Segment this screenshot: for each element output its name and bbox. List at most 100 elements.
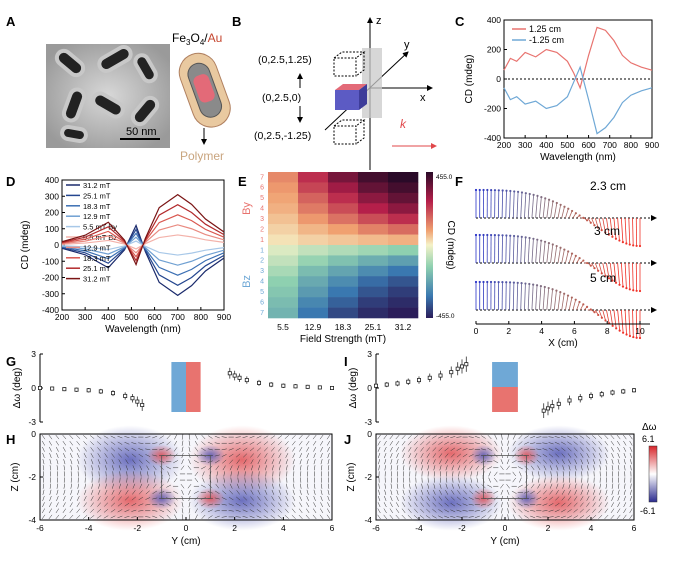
field-arrow	[432, 515, 437, 519]
field-arrow	[327, 446, 330, 452]
field-arrow	[468, 448, 474, 451]
field-arrow	[271, 453, 275, 458]
field-arrow	[574, 465, 577, 471]
field-arrow	[474, 442, 480, 444]
field-arrow	[90, 453, 94, 458]
heatmap-cell	[268, 203, 299, 215]
field-arrow	[543, 465, 547, 471]
heatmap-cell	[298, 255, 329, 267]
field-arrow	[444, 453, 449, 458]
inset-blue	[171, 362, 186, 412]
cilium-tip	[501, 234, 504, 237]
y-tick-label: -400	[484, 133, 501, 143]
field-arrow	[560, 515, 566, 519]
field-arrow	[549, 459, 553, 464]
field-arrow	[474, 454, 480, 457]
y-tick-label: 100	[45, 224, 59, 234]
y-tick-label: 400	[45, 175, 59, 185]
cilium	[542, 198, 546, 219]
field-arrow	[542, 503, 548, 506]
z-axis-label: z	[376, 15, 382, 27]
y-tick-label: 5	[260, 289, 264, 296]
cilium	[524, 283, 526, 311]
cilium-tip	[582, 303, 585, 306]
cilium	[512, 282, 515, 311]
field-arrow	[617, 452, 620, 459]
y-tick-label: 0	[31, 429, 36, 439]
field-arrow	[83, 496, 87, 501]
field-arrow	[542, 442, 548, 444]
field-arrow	[630, 489, 632, 495]
field-arrow	[425, 435, 431, 439]
field-arrow	[420, 447, 424, 452]
field-arrow	[181, 514, 184, 520]
y-tick-label: -300	[42, 289, 59, 299]
x-tick-label: 800	[194, 312, 208, 322]
field-arrow	[512, 440, 516, 446]
cilium	[565, 251, 569, 264]
field-arrow	[249, 441, 255, 445]
data-point	[227, 371, 232, 376]
field-arrow	[507, 508, 509, 514]
field-arrow	[188, 514, 191, 520]
field-arrow	[604, 434, 609, 440]
heatmap-cell	[388, 203, 419, 215]
cilium-tip	[501, 281, 504, 284]
cilium-tip	[505, 234, 508, 237]
field-arrow	[271, 502, 275, 507]
cilium	[632, 262, 634, 291]
data-point	[567, 398, 572, 403]
field-arrow	[414, 459, 418, 465]
field-arrow	[586, 496, 590, 501]
field-arrow	[574, 483, 577, 489]
field-arrow	[112, 483, 114, 489]
field-arrow	[152, 454, 158, 457]
cilium-tip	[508, 281, 512, 284]
cilium-tip	[559, 203, 562, 206]
field-arrow	[377, 508, 381, 514]
cilium-tip	[512, 234, 516, 238]
field-arrow	[298, 514, 303, 520]
colorbar	[426, 172, 433, 318]
field-arrow	[125, 483, 129, 489]
field-arrow	[118, 489, 122, 495]
field-arrow	[629, 514, 633, 520]
field-arrow	[103, 441, 109, 446]
field-arrow	[103, 515, 109, 519]
field-arrow	[407, 508, 412, 513]
heatmap-cell	[388, 172, 419, 183]
field-arrow	[548, 509, 554, 512]
field-arrow	[518, 514, 523, 520]
x-tick-label: 18.3	[335, 322, 352, 332]
field-arrow	[501, 446, 503, 452]
field-arrow	[470, 471, 472, 477]
field-arrow	[568, 465, 571, 471]
field-arrow	[56, 489, 59, 495]
heatmap-cell	[358, 286, 389, 298]
cilium	[546, 199, 550, 219]
data-point	[256, 380, 261, 385]
field-arrow	[194, 477, 199, 483]
cilium-tip	[611, 279, 614, 282]
field-arrow	[378, 459, 380, 465]
cilium	[546, 243, 550, 264]
field-arrow	[414, 496, 418, 501]
field-arrow	[396, 453, 399, 458]
cilium	[561, 206, 565, 219]
x-tick-label: 4	[589, 523, 594, 533]
field-arrow	[445, 465, 448, 471]
field-arrow	[138, 442, 144, 444]
field-arrow	[284, 435, 289, 439]
cilium-tip	[520, 235, 523, 238]
field-arrow	[605, 453, 608, 458]
cilium	[516, 282, 519, 311]
inset-red	[492, 387, 518, 412]
field-arrow	[611, 502, 614, 508]
field-arrow	[119, 477, 121, 483]
field-arrow	[243, 459, 247, 464]
cilium-tip	[505, 281, 508, 284]
field-arrow	[138, 503, 144, 506]
field-arrow	[119, 471, 121, 477]
field-arrow	[214, 460, 220, 464]
data-point	[621, 389, 626, 394]
